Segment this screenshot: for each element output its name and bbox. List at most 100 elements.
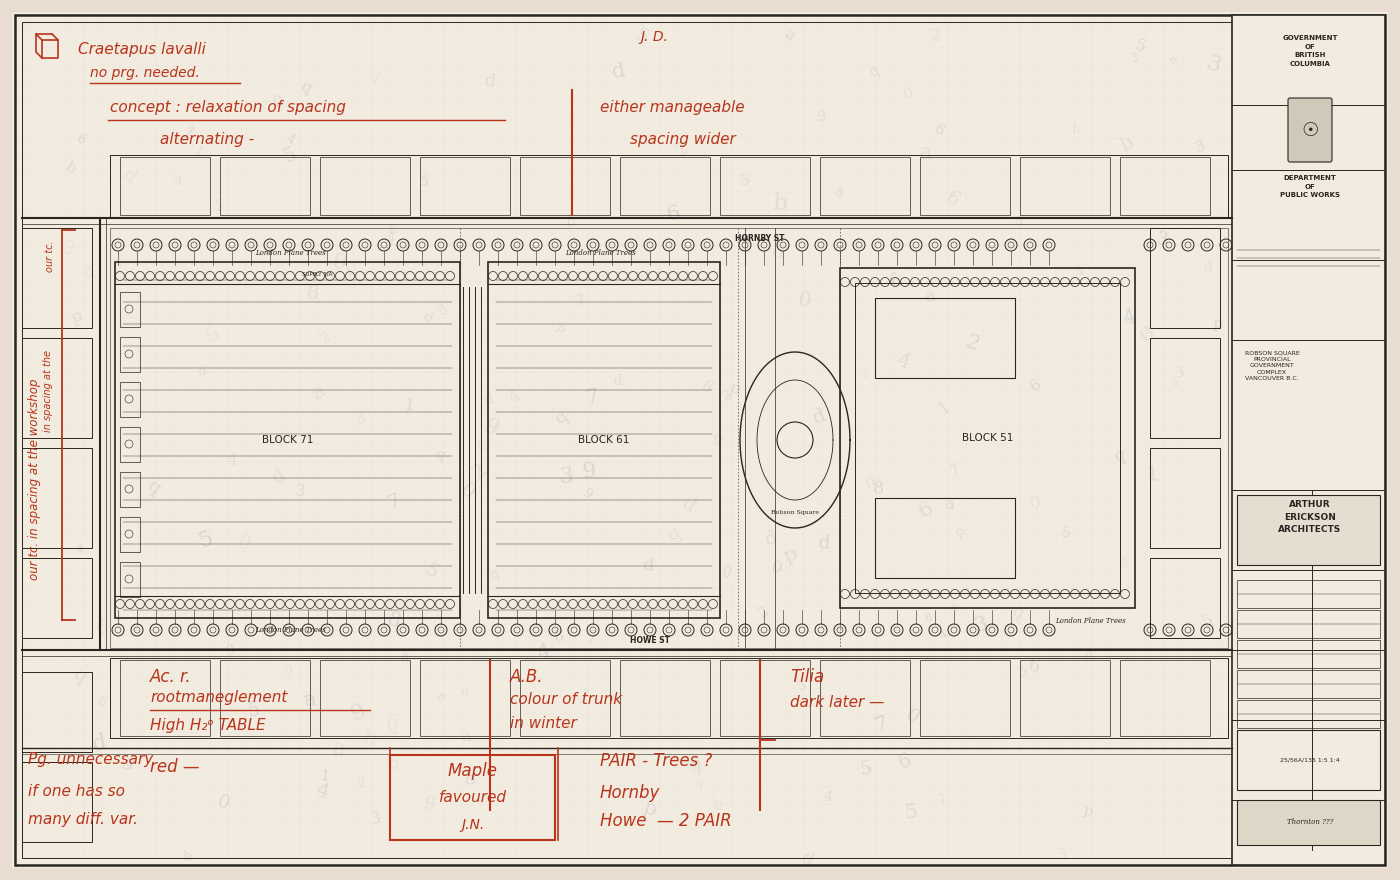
Bar: [1238, 670, 1380, 698]
Text: 9: 9: [347, 700, 371, 725]
Text: High H₂ᵒ TABLE: High H₂ᵒ TABLE: [150, 718, 266, 733]
Text: b: b: [563, 214, 577, 230]
Bar: [720, 157, 811, 215]
Text: 6: 6: [924, 612, 932, 624]
Bar: [120, 562, 140, 597]
Text: Thornton ???: Thornton ???: [1287, 818, 1333, 826]
Text: 0: 0: [214, 793, 232, 814]
Text: London Plane Trees: London Plane Trees: [255, 626, 325, 634]
Text: a: a: [386, 220, 399, 238]
Text: 8: 8: [353, 409, 370, 429]
Text: a: a: [400, 648, 409, 663]
Bar: [1149, 228, 1219, 328]
Text: ROBSON SQUARE
PROVINCIAL
GOVERNMENT
COMPLEX
VANCOUVER B.C.: ROBSON SQUARE PROVINCIAL GOVERNMENT COMP…: [1245, 350, 1299, 381]
Text: 5: 5: [832, 186, 846, 201]
Bar: [620, 660, 710, 736]
Text: 0: 0: [721, 566, 734, 582]
Bar: [111, 658, 1228, 738]
Text: 6: 6: [896, 751, 914, 773]
Text: 25/56A/135 1:5 1:4: 25/56A/135 1:5 1:4: [1280, 758, 1340, 762]
Text: 3: 3: [57, 238, 77, 260]
Text: 5: 5: [420, 175, 428, 188]
Text: BLOCK 61: BLOCK 61: [578, 435, 630, 445]
Text: 3: 3: [1130, 52, 1140, 66]
Text: A.B.: A.B.: [510, 668, 543, 686]
Text: q: q: [664, 524, 683, 545]
Text: spacing wider: spacing wider: [630, 132, 736, 147]
Text: 6: 6: [916, 498, 937, 522]
FancyBboxPatch shape: [1288, 98, 1331, 162]
Bar: [120, 427, 140, 462]
Bar: [1021, 660, 1110, 736]
Text: 4: 4: [535, 642, 553, 664]
Bar: [220, 157, 309, 215]
Text: a: a: [918, 142, 934, 165]
Text: 5: 5: [421, 561, 441, 583]
Text: 5: 5: [246, 700, 262, 721]
Text: q: q: [433, 447, 447, 463]
Text: 1: 1: [178, 125, 197, 146]
Text: DEPARTMENT
OF
PUBLIC WORKS: DEPARTMENT OF PUBLIC WORKS: [1280, 175, 1340, 198]
Text: 1: 1: [403, 397, 417, 415]
Text: a: a: [329, 737, 347, 762]
Text: 4: 4: [284, 132, 297, 147]
Text: PAIR - Trees ?: PAIR - Trees ?: [601, 752, 713, 770]
Text: 6: 6: [1025, 656, 1042, 677]
Bar: [1120, 660, 1210, 736]
Text: q: q: [298, 79, 314, 96]
Text: 9: 9: [581, 487, 595, 502]
Bar: [321, 660, 410, 736]
Text: 3: 3: [370, 810, 382, 828]
Text: GOVERNMENT
OF
BRITISH
COLUMBIA: GOVERNMENT OF BRITISH COLUMBIA: [1282, 35, 1338, 67]
Text: d: d: [365, 70, 379, 87]
Text: Ac. r.: Ac. r.: [150, 668, 192, 686]
Bar: [519, 660, 610, 736]
Text: 8: 8: [697, 378, 715, 397]
Text: 1: 1: [573, 686, 594, 709]
Text: d: d: [798, 849, 816, 870]
Text: 6: 6: [476, 440, 486, 454]
Bar: [420, 157, 510, 215]
Text: 8: 8: [434, 299, 452, 319]
Text: d: d: [483, 392, 496, 408]
Bar: [1238, 730, 1380, 790]
Text: J. D.: J. D.: [640, 30, 668, 44]
Text: 6: 6: [433, 690, 447, 706]
Text: 1: 1: [190, 145, 204, 160]
Text: b: b: [1071, 123, 1079, 137]
Text: q: q: [356, 774, 364, 788]
Text: 1: 1: [339, 258, 358, 281]
Text: d: d: [91, 731, 109, 756]
Bar: [220, 660, 309, 736]
Text: 7: 7: [573, 290, 589, 311]
Text: d: d: [613, 374, 623, 388]
Bar: [115, 262, 461, 618]
Text: b: b: [182, 849, 192, 863]
Text: 6: 6: [665, 203, 682, 224]
Text: 5: 5: [280, 144, 300, 166]
Text: 3: 3: [172, 177, 181, 187]
Bar: [391, 755, 554, 840]
Text: q: q: [70, 665, 91, 687]
Text: 0: 0: [769, 559, 784, 578]
Bar: [920, 660, 1009, 736]
Text: 5: 5: [385, 752, 403, 774]
Text: b: b: [358, 729, 378, 751]
Text: 8: 8: [553, 627, 566, 645]
Bar: [1238, 800, 1380, 845]
Text: 0: 0: [902, 706, 921, 728]
Bar: [855, 283, 1120, 593]
Text: d: d: [1203, 261, 1212, 276]
Text: a: a: [304, 689, 318, 709]
Text: d: d: [119, 165, 139, 187]
Bar: [840, 268, 1135, 608]
Text: 6: 6: [301, 691, 315, 706]
Bar: [22, 448, 92, 548]
Text: 5: 5: [631, 26, 651, 48]
Text: 0: 0: [272, 92, 286, 112]
Text: our tc. in spacing at the workshop: our tc. in spacing at the workshop: [28, 378, 42, 580]
Text: 5: 5: [857, 366, 871, 383]
Text: Craetapus lavalli: Craetapus lavalli: [78, 42, 206, 57]
Text: q: q: [1113, 446, 1126, 465]
Bar: [1149, 558, 1219, 638]
